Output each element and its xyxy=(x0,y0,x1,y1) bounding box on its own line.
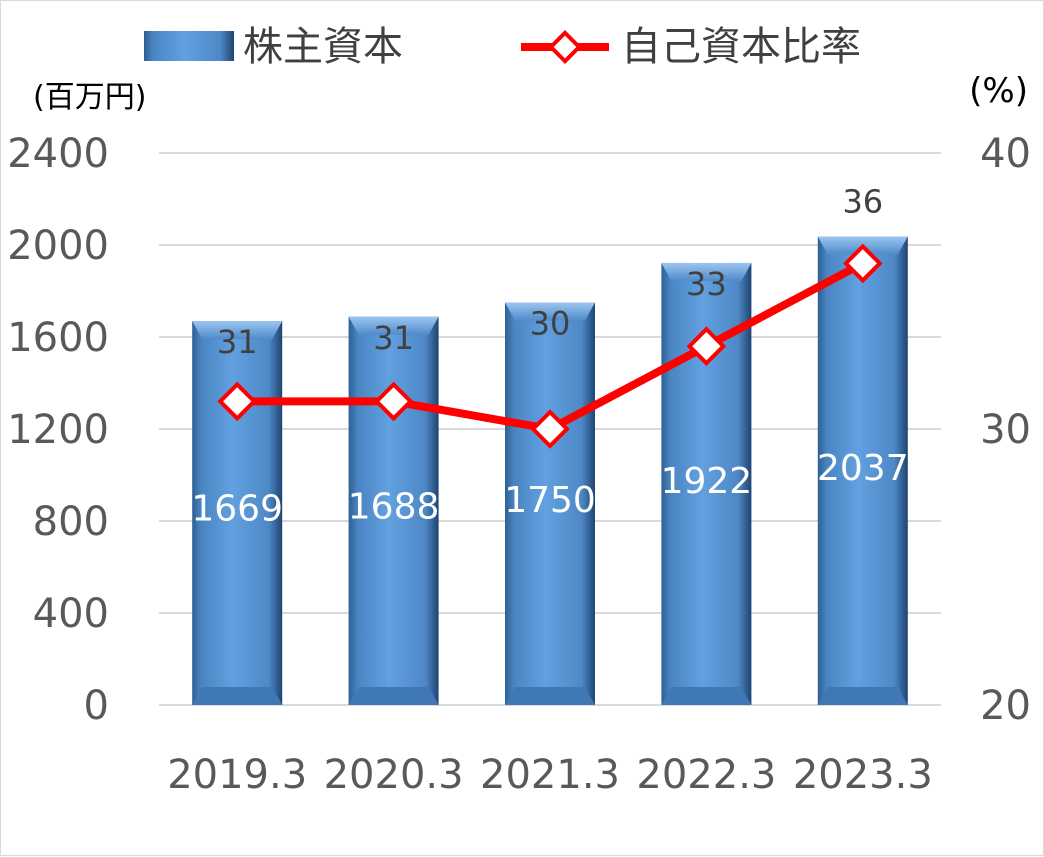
line-point-marker xyxy=(217,381,257,422)
x-axis-ticks: 2019.3 2020.3 2021.3 2022.3 2023.3 xyxy=(167,752,933,798)
bar-bottom-bevel xyxy=(505,687,595,705)
bar xyxy=(505,302,595,705)
line-value-label: 31 xyxy=(217,323,258,361)
bar-body xyxy=(348,316,439,705)
legend-bar-swatch xyxy=(144,31,234,61)
left-axis-tick-label: 1600 xyxy=(7,315,109,361)
bar-value-label: 1922 xyxy=(661,461,753,502)
right-axis-tick-label: 40 xyxy=(980,131,1031,177)
line-value-labels: 31 31 30 33 36 xyxy=(217,182,883,361)
left-axis-tick-label: 400 xyxy=(33,591,109,637)
left-axis-tick-label: 800 xyxy=(33,499,109,545)
bar-value-labels: 1669 1688 1750 1922 2037 xyxy=(191,448,908,530)
x-axis-tick-label: 2022.3 xyxy=(636,752,776,798)
right-axis-tick-label: 20 xyxy=(980,683,1031,729)
legend-item-shareholders-equity: 株主資本 xyxy=(144,24,403,70)
bar-body xyxy=(505,302,595,705)
bar-value-label: 1669 xyxy=(191,489,283,530)
bar-top-bevel xyxy=(192,321,283,340)
bar-bottom-bevel xyxy=(661,687,752,705)
bar-body xyxy=(817,236,908,706)
legend-label-bar: 株主資本 xyxy=(243,24,403,70)
x-axis-tick-label: 2023.3 xyxy=(793,752,933,798)
legend: 株主資本 自己資本比率 xyxy=(144,24,861,70)
left-axis-tick-label: 0 xyxy=(84,683,109,729)
right-axis-tick-label: 30 xyxy=(980,407,1031,453)
line-value-label: 36 xyxy=(842,182,883,220)
left-axis-ticks: 0 400 800 1200 1600 2000 2400 xyxy=(7,131,109,729)
bar-bottom-bevel xyxy=(192,687,283,705)
bar-value-label: 1750 xyxy=(504,480,596,521)
line-point-marker xyxy=(843,243,883,284)
x-axis-tick-label: 2019.3 xyxy=(167,752,307,798)
line-point-marker xyxy=(373,381,414,422)
bar-top-bevel xyxy=(505,302,595,321)
line-value-label: 30 xyxy=(530,305,571,343)
line-point-marker xyxy=(530,409,570,449)
line-point-marker xyxy=(686,326,727,366)
legend-diamond-marker xyxy=(548,30,582,64)
bar-top-bevel xyxy=(348,316,439,335)
legend-item-equity-ratio: 自己資本比率 xyxy=(521,24,861,70)
x-axis-tick-label: 2021.3 xyxy=(480,752,620,798)
line-series xyxy=(217,243,883,449)
bar xyxy=(348,316,439,705)
line-value-label: 31 xyxy=(373,319,414,357)
left-axis-tick-label: 1200 xyxy=(7,407,109,453)
line-value-label: 33 xyxy=(686,265,727,303)
bar-bottom-bevel xyxy=(817,687,908,705)
bar-series xyxy=(192,236,908,706)
bar-bottom-bevel xyxy=(348,687,439,705)
x-axis-tick-label: 2020.3 xyxy=(324,752,464,798)
bar-top-bevel xyxy=(661,262,752,281)
right-axis-unit-label: (%) xyxy=(969,71,1028,111)
bar xyxy=(817,236,908,706)
left-axis-tick-label: 2000 xyxy=(7,223,109,269)
bar-value-label: 2037 xyxy=(817,448,909,489)
left-axis-tick-label: 2400 xyxy=(7,131,109,177)
right-axis-ticks: 20 30 40 xyxy=(980,131,1031,729)
bar-value-label: 1688 xyxy=(348,487,440,528)
left-axis-unit-label: (百万円) xyxy=(33,80,146,115)
legend-label-line: 自己資本比率 xyxy=(621,24,861,70)
